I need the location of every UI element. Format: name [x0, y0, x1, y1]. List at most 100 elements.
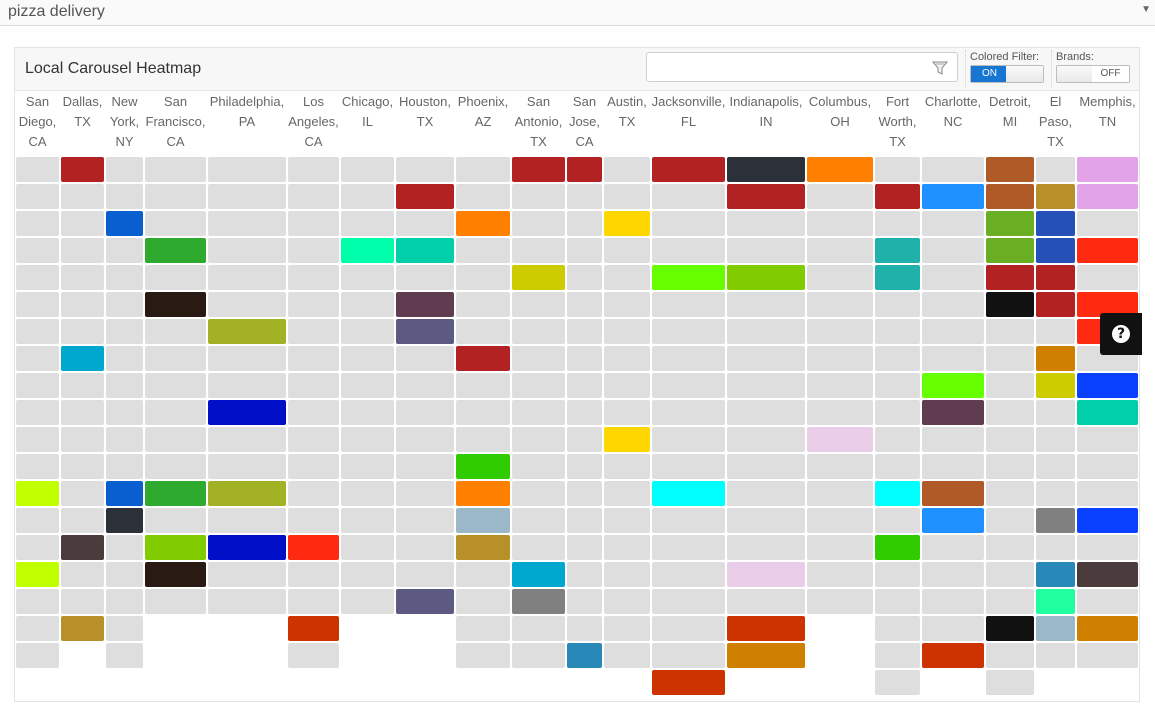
heatmap-cell-colored[interactable] [1077, 238, 1138, 263]
heatmap-cell[interactable] [16, 454, 59, 479]
heatmap-cell[interactable] [288, 346, 339, 371]
heatmap-cell[interactable] [61, 184, 104, 209]
heatmap-cell[interactable] [727, 373, 805, 398]
heatmap-cell-colored[interactable] [106, 508, 143, 533]
heatmap-cell[interactable] [727, 319, 805, 344]
heatmap-cell-colored[interactable] [288, 616, 339, 641]
heatmap-cell[interactable] [567, 373, 602, 398]
heatmap-cell-colored[interactable] [456, 481, 510, 506]
heatmap-cell[interactable] [1077, 427, 1138, 452]
heatmap-cell-colored[interactable] [604, 211, 650, 236]
heatmap-cell[interactable] [922, 292, 984, 317]
heatmap-cell[interactable] [604, 238, 650, 263]
heatmap-cell-colored[interactable] [567, 157, 602, 182]
heatmap-cell[interactable] [567, 211, 602, 236]
heatmap-cell[interactable] [456, 184, 510, 209]
heatmap-cell-colored[interactable] [145, 292, 206, 317]
column-header[interactable]: Detroit, MI [985, 92, 1035, 132]
heatmap-cell[interactable] [341, 184, 394, 209]
heatmap-cell-colored[interactable] [986, 238, 1034, 263]
heatmap-cell[interactable] [567, 616, 602, 641]
heatmap-cell[interactable] [875, 643, 920, 668]
heatmap-cell-colored[interactable] [1036, 373, 1075, 398]
heatmap-cell[interactable] [208, 184, 286, 209]
heatmap-cell[interactable] [922, 562, 984, 587]
heatmap-cell[interactable] [567, 589, 602, 614]
heatmap-cell-colored[interactable] [727, 643, 805, 668]
heatmap-cell[interactable] [456, 265, 510, 290]
heatmap-cell[interactable] [456, 319, 510, 344]
heatmap-cell-colored[interactable] [456, 211, 510, 236]
heatmap-cell[interactable] [61, 292, 104, 317]
heatmap-cell[interactable] [875, 211, 920, 236]
heatmap-cell[interactable] [16, 427, 59, 452]
heatmap-cell[interactable] [106, 238, 143, 263]
heatmap-cell[interactable] [807, 562, 873, 587]
column-header[interactable]: Indianapolis, IN [726, 92, 806, 132]
heatmap-cell-colored[interactable] [396, 589, 454, 614]
heatmap-cell[interactable] [1036, 643, 1075, 668]
heatmap-cell[interactable] [652, 211, 725, 236]
heatmap-cell[interactable] [875, 562, 920, 587]
heatmap-cell-colored[interactable] [1036, 589, 1075, 614]
heatmap-cell-colored[interactable] [1036, 508, 1075, 533]
heatmap-cell[interactable] [986, 346, 1034, 371]
column-header[interactable]: Fort Worth, TX [874, 92, 921, 152]
heatmap-cell[interactable] [61, 508, 104, 533]
heatmap-cell[interactable] [875, 427, 920, 452]
heatmap-cell[interactable] [512, 373, 565, 398]
heatmap-cell-colored[interactable] [875, 238, 920, 263]
heatmap-cell-colored[interactable] [1077, 616, 1138, 641]
heatmap-cell[interactable] [512, 292, 565, 317]
heatmap-cell[interactable] [875, 319, 920, 344]
heatmap-cell-colored[interactable] [727, 157, 805, 182]
heatmap-cell[interactable] [16, 535, 59, 560]
heatmap-cell[interactable] [288, 184, 339, 209]
heatmap-cell[interactable] [16, 643, 59, 668]
heatmap-cell[interactable] [567, 238, 602, 263]
heatmap-cell-colored[interactable] [1077, 562, 1138, 587]
heatmap-cell-colored[interactable] [1036, 184, 1075, 209]
heatmap-cell[interactable] [512, 238, 565, 263]
heatmap-cell[interactable] [807, 508, 873, 533]
heatmap-cell[interactable] [875, 373, 920, 398]
heatmap-cell[interactable] [341, 427, 394, 452]
heatmap-cell[interactable] [986, 589, 1034, 614]
heatmap-cell[interactable] [512, 211, 565, 236]
heatmap-cell[interactable] [106, 427, 143, 452]
heatmap-cell[interactable] [341, 400, 394, 425]
heatmap-cell[interactable] [875, 508, 920, 533]
heatmap-cell[interactable] [922, 589, 984, 614]
column-header[interactable]: San Francisco, CA [144, 92, 207, 152]
heatmap-cell[interactable] [922, 535, 984, 560]
heatmap-cell[interactable] [106, 157, 143, 182]
heatmap-cell[interactable] [807, 319, 873, 344]
heatmap-cell[interactable] [727, 535, 805, 560]
heatmap-cell[interactable] [652, 184, 725, 209]
heatmap-cell[interactable] [986, 373, 1034, 398]
heatmap-cell-colored[interactable] [1036, 292, 1075, 317]
heatmap-cell[interactable] [396, 427, 454, 452]
heatmap-cell[interactable] [341, 589, 394, 614]
heatmap-cell[interactable] [16, 346, 59, 371]
heatmap-cell[interactable] [16, 238, 59, 263]
heatmap-cell[interactable] [1036, 427, 1075, 452]
heatmap-cell[interactable] [208, 508, 286, 533]
heatmap-cell[interactable] [512, 481, 565, 506]
heatmap-cell[interactable] [16, 400, 59, 425]
heatmap-cell-colored[interactable] [208, 481, 286, 506]
heatmap-cell[interactable] [652, 508, 725, 533]
heatmap-cell-colored[interactable] [1077, 292, 1138, 317]
heatmap-cell-colored[interactable] [396, 319, 454, 344]
heatmap-cell[interactable] [456, 589, 510, 614]
heatmap-cell-colored[interactable] [986, 265, 1034, 290]
heatmap-cell[interactable] [604, 184, 650, 209]
heatmap-cell-colored[interactable] [652, 265, 725, 290]
column-header[interactable]: Columbus, OH [806, 92, 874, 132]
heatmap-cell[interactable] [288, 292, 339, 317]
column-header[interactable]: San Jose, CA [566, 92, 603, 152]
heatmap-cell[interactable] [106, 319, 143, 344]
heatmap-cell[interactable] [16, 373, 59, 398]
heatmap-cell[interactable] [807, 184, 873, 209]
heatmap-cell-colored[interactable] [512, 562, 565, 587]
